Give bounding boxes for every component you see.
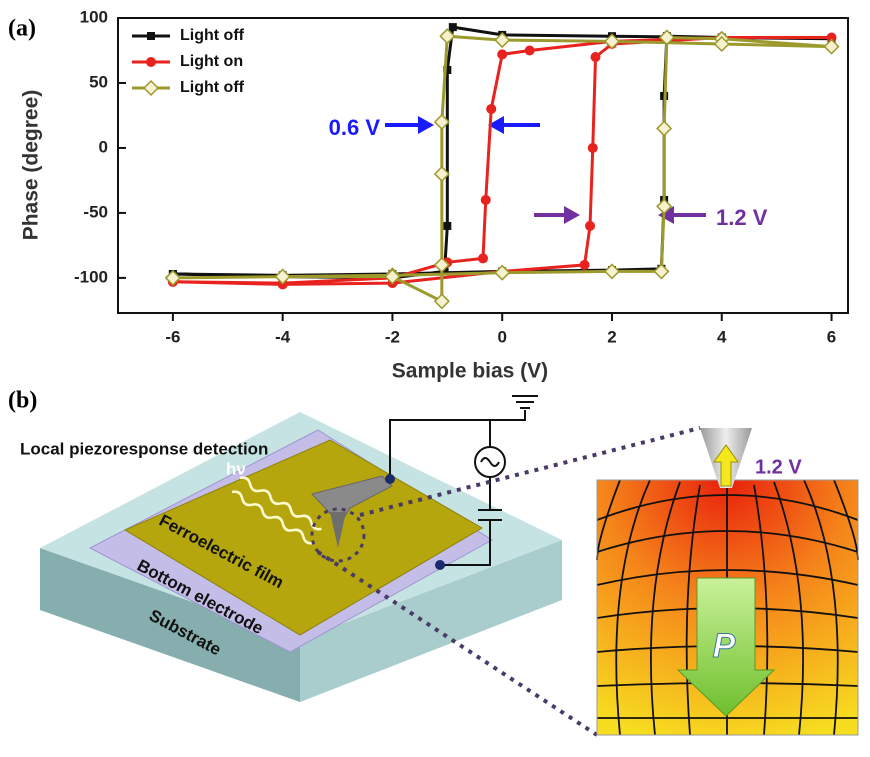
x-tick-label: -4 <box>275 327 291 346</box>
annotation: 1.2 V <box>716 205 768 230</box>
y-tick-label: 0 <box>99 137 108 156</box>
data-point <box>449 23 457 31</box>
chart: Sample bias (V) Phase (degree) 100 50 0 -50… <box>20 7 848 382</box>
data-point <box>580 260 590 270</box>
data-point <box>605 264 619 278</box>
legend-marker <box>147 32 155 40</box>
data-point <box>497 49 507 59</box>
light-label: hν <box>226 459 246 478</box>
x-tick-label: 0 <box>497 327 506 346</box>
y-tick-label: -50 <box>83 202 108 221</box>
contact <box>435 560 445 570</box>
data-point <box>657 121 671 135</box>
x-tick-label: 6 <box>827 327 836 346</box>
polarization-label: P <box>713 627 736 665</box>
data-point <box>443 222 451 230</box>
data-point <box>588 143 598 153</box>
contact <box>385 474 395 484</box>
panel-label: (b) <box>8 388 37 414</box>
x-tick-label: -6 <box>165 327 180 346</box>
figure: (a) (b) Sample bias (V) Phase (degree) 1… <box>0 0 870 757</box>
y-tick-label: -100 <box>74 267 108 286</box>
y-axis-title: Phase (degree) <box>20 90 43 241</box>
legend-label: Light on <box>180 53 243 70</box>
legend-label: Light off <box>180 27 245 44</box>
y-tick-label: 100 <box>80 7 108 26</box>
y-tick-label: 50 <box>89 72 108 91</box>
x-tick-label: 4 <box>717 327 727 346</box>
data-point <box>525 45 535 55</box>
data-point <box>481 195 491 205</box>
series-line <box>173 36 832 301</box>
panel-label: (a) <box>8 16 36 42</box>
detection-label: Local piezoresponse detection <box>20 439 268 458</box>
data-point <box>478 253 488 263</box>
x-tick-label: -2 <box>385 327 400 346</box>
legend-marker <box>144 81 158 95</box>
device-diagram: hν Local piezoresponse detection Ferroel… <box>20 396 858 735</box>
legend-marker <box>146 57 156 67</box>
data-point <box>654 264 668 278</box>
legend-label: Light off <box>180 79 245 96</box>
x-axis-title: Sample bias (V) <box>392 360 548 383</box>
data-point <box>435 294 449 308</box>
data-point <box>825 40 839 54</box>
data-point <box>585 221 595 231</box>
data-point <box>591 52 601 62</box>
data-point <box>495 266 509 280</box>
inset-voltage: 1.2 V <box>755 456 802 478</box>
series-line <box>173 27 832 278</box>
annotation: 0.6 V <box>329 115 381 140</box>
x-tick-label: 2 <box>607 327 616 346</box>
data-point <box>486 104 496 114</box>
series-line <box>173 37 832 284</box>
